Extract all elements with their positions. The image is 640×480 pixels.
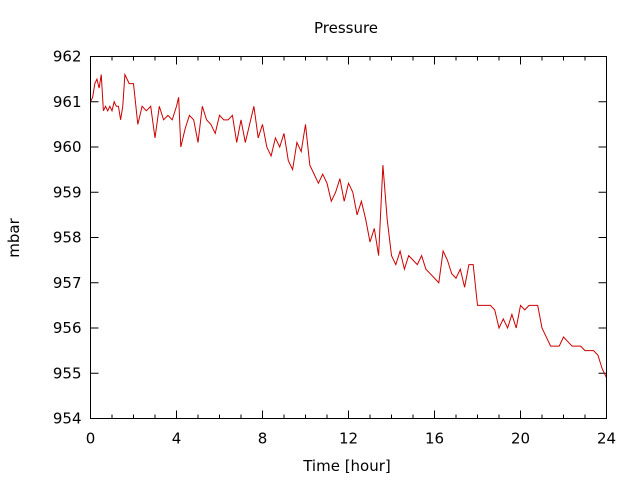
x-tick-label: 16 (425, 430, 444, 448)
x-tick-label: 0 (86, 430, 96, 448)
pressure-series-line (90, 72, 607, 378)
x-tick-label: 20 (511, 430, 530, 448)
chart-title: Pressure (314, 19, 378, 37)
tick-labels: 954 955 956 957 958 959 960 961 962 0 4 8 12 16 20 24 (53, 48, 616, 448)
x-tick-label: 24 (597, 430, 616, 448)
y-tick-label: 958 (53, 229, 82, 247)
y-tick-label: 954 (53, 410, 82, 428)
y-tick-label: 960 (53, 138, 82, 156)
x-tick-label: 8 (258, 430, 268, 448)
x-axis-label: Time [hour] (302, 457, 391, 475)
y-tick-label: 961 (53, 93, 82, 111)
y-tick-label: 955 (53, 364, 82, 382)
x-tick-label: 4 (172, 430, 182, 448)
y-axis-label: mbar (5, 217, 23, 257)
y-tick-label: 962 (53, 48, 82, 66)
y-tick-label: 956 (53, 319, 82, 337)
y-tick-label: 959 (53, 183, 82, 201)
plot-frame (90, 56, 607, 419)
y-tick-label: 957 (53, 274, 82, 292)
axis-ticks (90, 56, 607, 419)
x-tick-label: 12 (339, 430, 358, 448)
